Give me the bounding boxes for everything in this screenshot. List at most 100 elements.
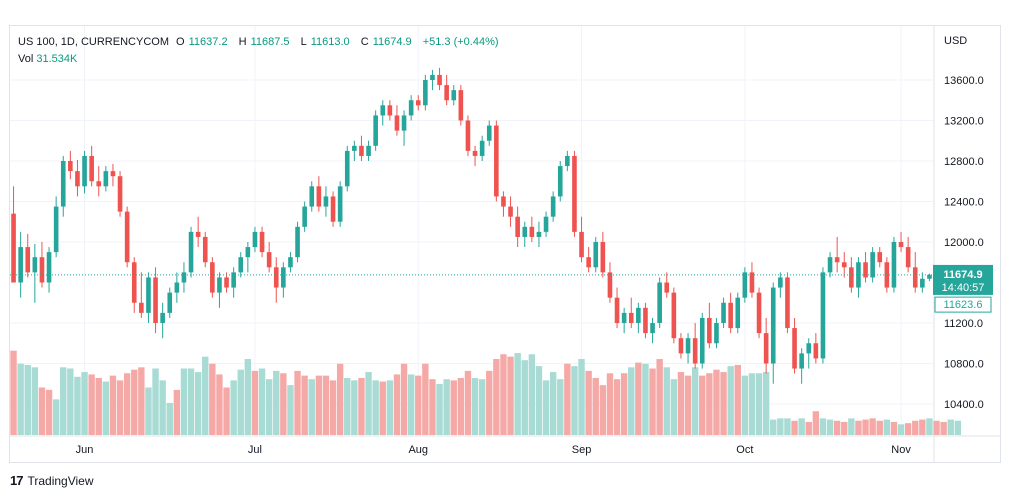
volume-bar: [493, 359, 500, 435]
volume-bar: [826, 419, 834, 435]
volume-bar: [166, 402, 173, 435]
volume-bar: [535, 366, 543, 435]
candle: [124, 211, 130, 263]
volume-bar: [677, 372, 685, 435]
candle: [678, 338, 684, 354]
candle: [373, 115, 378, 146]
candle: [60, 161, 66, 207]
volume-bar: [876, 420, 883, 435]
volume-bar: [457, 378, 465, 435]
x-tick-label: Oct: [736, 444, 753, 456]
candle: [281, 267, 286, 288]
volume-bar: [365, 372, 372, 435]
candle: [912, 267, 918, 288]
volume-bar: [265, 379, 273, 435]
candle: [891, 242, 897, 288]
candle: [245, 247, 251, 258]
volume-bar: [841, 421, 848, 435]
volume-bar: [713, 369, 720, 435]
tradingview-brand[interactable]: 17 TradingView: [10, 473, 94, 488]
low-badge: [934, 296, 992, 313]
volume-bar: [904, 423, 912, 435]
candle: [394, 115, 400, 131]
candle: [834, 257, 840, 263]
volume-bar: [301, 375, 308, 435]
candle: [841, 262, 847, 268]
candle: [202, 236, 208, 263]
candle: [309, 186, 315, 207]
volume-bar: [372, 380, 379, 435]
candle: [458, 90, 464, 121]
volume-bar: [74, 376, 81, 435]
candle: [522, 226, 528, 237]
candle: [501, 196, 506, 207]
volume-bar: [38, 387, 46, 435]
candle: [927, 274, 932, 279]
volume-bar: [848, 418, 855, 435]
volume-bar: [734, 364, 741, 435]
volume-bar: [642, 363, 649, 435]
volume-bar: [798, 418, 805, 435]
volume-bar: [585, 370, 592, 435]
volume-bar: [954, 420, 962, 435]
y-tick-label: 10800.0: [944, 359, 984, 371]
y-tick-label: 13200.0: [944, 116, 984, 128]
volume-bar: [833, 420, 841, 435]
volume-bar: [230, 380, 237, 435]
volume-bar: [386, 380, 394, 435]
volume-bar: [613, 379, 621, 435]
candle: [366, 145, 371, 156]
volume-bar: [571, 366, 578, 435]
candle: [479, 140, 485, 156]
volume-legend: Vol 31.534K: [18, 53, 77, 65]
candle: [785, 277, 790, 329]
candle: [68, 161, 73, 172]
candle: [465, 120, 471, 151]
x-tick-label: Sep: [572, 444, 592, 456]
volume-bar: [869, 418, 876, 435]
x-tick-label: Aug: [408, 444, 428, 456]
change-value: +51.3 (+0.44%): [422, 36, 499, 48]
candle: [273, 267, 279, 288]
volume-bar: [24, 364, 31, 435]
candle: [565, 155, 570, 167]
volume-bar: [926, 418, 933, 435]
volume-bar: [443, 379, 450, 435]
volume-bar: [791, 420, 798, 435]
candle: [586, 257, 591, 268]
volume-bar: [883, 419, 891, 435]
volume-bar: [351, 380, 358, 435]
volume-bar: [528, 354, 536, 435]
candle: [238, 257, 244, 273]
chart-frame: [9, 25, 1001, 463]
candle: [714, 323, 719, 344]
candle: [664, 282, 670, 293]
candle: [728, 302, 733, 329]
candle: [778, 277, 783, 288]
candle: [415, 100, 421, 106]
volume-bar: [216, 374, 223, 435]
y-tick-label: 13600.0: [944, 75, 984, 87]
chart-legend-header: US 100, 1D, CURRENCYCOM O 11637.2 H 11687.…: [18, 36, 503, 48]
candle: [600, 242, 606, 273]
candle: [259, 231, 265, 253]
volume-bar: [173, 389, 181, 435]
volume-bar: [315, 375, 323, 435]
volume-bar: [727, 366, 734, 435]
candle: [295, 226, 300, 258]
candle: [352, 145, 357, 151]
candle: [89, 155, 94, 182]
volume-bar: [280, 373, 287, 435]
low-label: L: [300, 36, 307, 48]
candle: [96, 181, 102, 187]
volume-bar: [429, 379, 436, 435]
volume-bar: [17, 363, 24, 435]
candle: [437, 74, 442, 86]
volume-bar: [159, 380, 166, 435]
candle: [103, 171, 109, 187]
candle: [820, 272, 826, 359]
candle: [579, 231, 584, 258]
candle: [323, 196, 329, 207]
volume-bar: [131, 369, 138, 435]
